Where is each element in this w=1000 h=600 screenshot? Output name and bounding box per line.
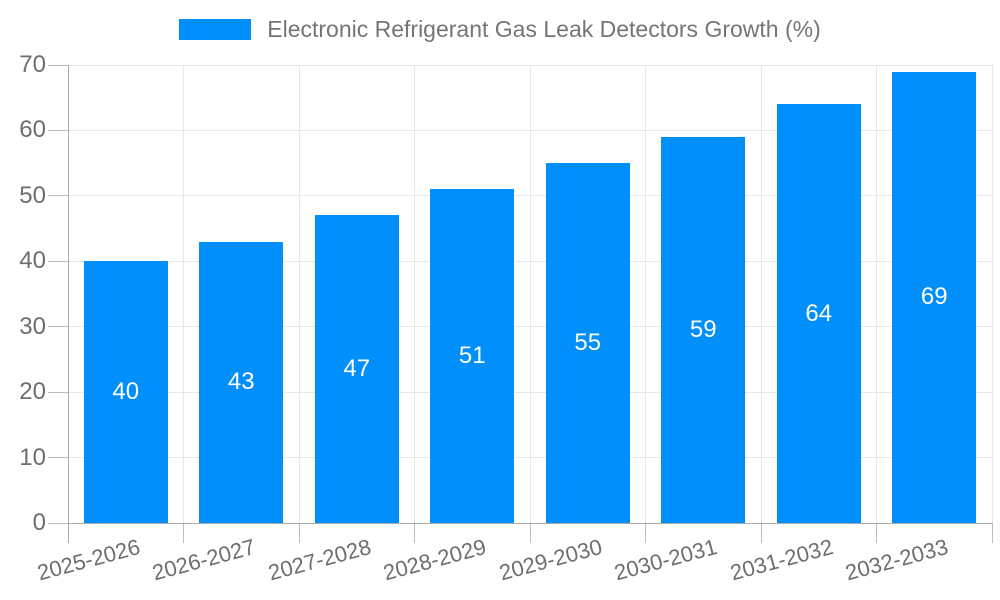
x-axis-tick xyxy=(414,523,415,543)
y-tick-label: 10 xyxy=(19,443,46,471)
x-tick-label: 2025-2026 xyxy=(34,534,143,586)
x-axis-line xyxy=(68,522,992,524)
x-tick-label: 2027-2028 xyxy=(265,534,374,586)
bar-2026-2027 xyxy=(199,241,284,523)
x-gridline xyxy=(414,65,415,523)
x-axis-tick xyxy=(760,523,762,543)
x-axis-tick xyxy=(991,523,993,543)
bar-value-label: 51 xyxy=(458,342,486,370)
y-tick-label: 30 xyxy=(19,312,46,340)
x-tick-label: 2028-2029 xyxy=(380,534,489,586)
bar-2030-2031 xyxy=(661,136,746,523)
x-gridline xyxy=(876,65,877,523)
y-tick-label: 70 xyxy=(19,51,46,78)
bar-value-label: 55 xyxy=(574,329,602,357)
x-tick-label: 2031-2032 xyxy=(727,534,836,586)
x-gridline xyxy=(991,65,993,523)
y-tick-label: 60 xyxy=(19,116,46,144)
bar-2025-2026 xyxy=(83,261,168,523)
y-tick-label: 0 xyxy=(32,509,46,536)
x-axis-tick xyxy=(298,523,300,543)
y-axis-tick xyxy=(48,522,68,524)
y-axis-tick xyxy=(48,457,68,459)
legend-label: Electronic Refrigerant Gas Leak Detector… xyxy=(267,16,821,42)
bar-value-label: 43 xyxy=(227,368,255,396)
legend-swatch-icon xyxy=(179,19,252,40)
y-tick-label: 20 xyxy=(19,378,46,406)
y-axis-tick xyxy=(48,129,68,131)
bar-value-label: 40 xyxy=(112,378,140,406)
legend: Electronic Refrigerant Gas Leak Detector… xyxy=(0,16,1000,43)
bar-value-label: 69 xyxy=(920,283,948,311)
x-gridline xyxy=(183,65,184,523)
y-axis-tick xyxy=(48,326,68,328)
y-axis-tick xyxy=(48,260,68,262)
x-gridline xyxy=(529,65,531,523)
y-tick-label: 50 xyxy=(19,181,46,209)
x-axis-tick xyxy=(183,523,184,543)
legend-item-growth[interactable]: Electronic Refrigerant Gas Leak Detector… xyxy=(179,16,821,43)
x-tick-label: 2026-2027 xyxy=(149,534,258,586)
bar-value-label: 64 xyxy=(805,299,833,327)
bar-2028-2029 xyxy=(430,189,515,523)
x-gridline xyxy=(760,65,762,523)
bar-value-label: 47 xyxy=(343,355,371,383)
y-axis-tick xyxy=(48,64,68,66)
y-tick-label: 40 xyxy=(19,247,46,275)
x-gridline xyxy=(645,65,646,523)
bar-2027-2028 xyxy=(314,215,399,523)
y-axis-line xyxy=(67,65,69,543)
x-axis-tick xyxy=(645,523,646,543)
x-gridline xyxy=(298,65,300,523)
x-axis-tick xyxy=(529,523,531,543)
x-tick-label: 2030-2031 xyxy=(611,534,720,586)
bar-2032-2033 xyxy=(892,71,977,523)
x-tick-label: 2032-2033 xyxy=(842,534,951,586)
y-axis-tick xyxy=(48,391,68,393)
y-axis-tick xyxy=(48,195,68,197)
x-axis-tick xyxy=(876,523,877,543)
bar-2031-2032 xyxy=(776,104,861,523)
bar-value-label: 59 xyxy=(689,315,717,343)
x-tick-label: 2029-2030 xyxy=(496,534,605,586)
bar-2029-2030 xyxy=(545,163,630,523)
